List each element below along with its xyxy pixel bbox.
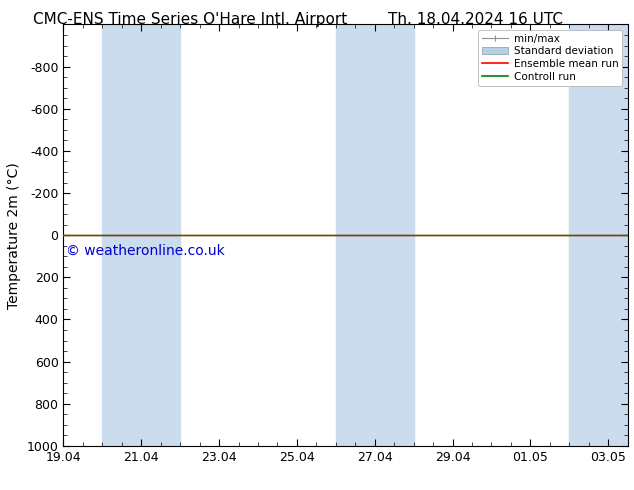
Legend: min/max, Standard deviation, Ensemble mean run, Controll run: min/max, Standard deviation, Ensemble me…: [478, 30, 623, 86]
Y-axis label: Temperature 2m (°C): Temperature 2m (°C): [7, 162, 21, 309]
Text: CMC-ENS Time Series O'Hare Intl. Airport: CMC-ENS Time Series O'Hare Intl. Airport: [33, 12, 347, 27]
Bar: [336, 24, 413, 446]
Bar: [569, 24, 628, 446]
Text: Th. 18.04.2024 16 UTC: Th. 18.04.2024 16 UTC: [388, 12, 563, 27]
Bar: [102, 24, 180, 446]
Text: © weatheronline.co.uk: © weatheronline.co.uk: [66, 244, 225, 258]
